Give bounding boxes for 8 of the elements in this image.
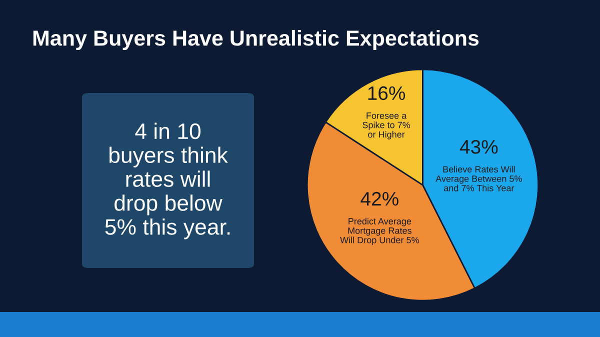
slice-label: Foresee a Spike to 7% or Higher bbox=[362, 112, 410, 140]
slice-label: Believe Rates Will Average Between 5% and 7% This Year bbox=[436, 166, 522, 192]
text: 4 in 10 buyers think rates will drop below 5% this year. bbox=[105, 122, 230, 240]
data-label: 43% bbox=[460, 140, 498, 154]
data-label: 42% bbox=[360, 192, 398, 206]
slice-label: Predict Average Mortgage Rates Will Drop Under 5% bbox=[340, 218, 419, 246]
chart-title: Many Buyers Have Unrealistic Expectations bbox=[33, 30, 479, 50]
data-label: 16% bbox=[368, 86, 406, 100]
